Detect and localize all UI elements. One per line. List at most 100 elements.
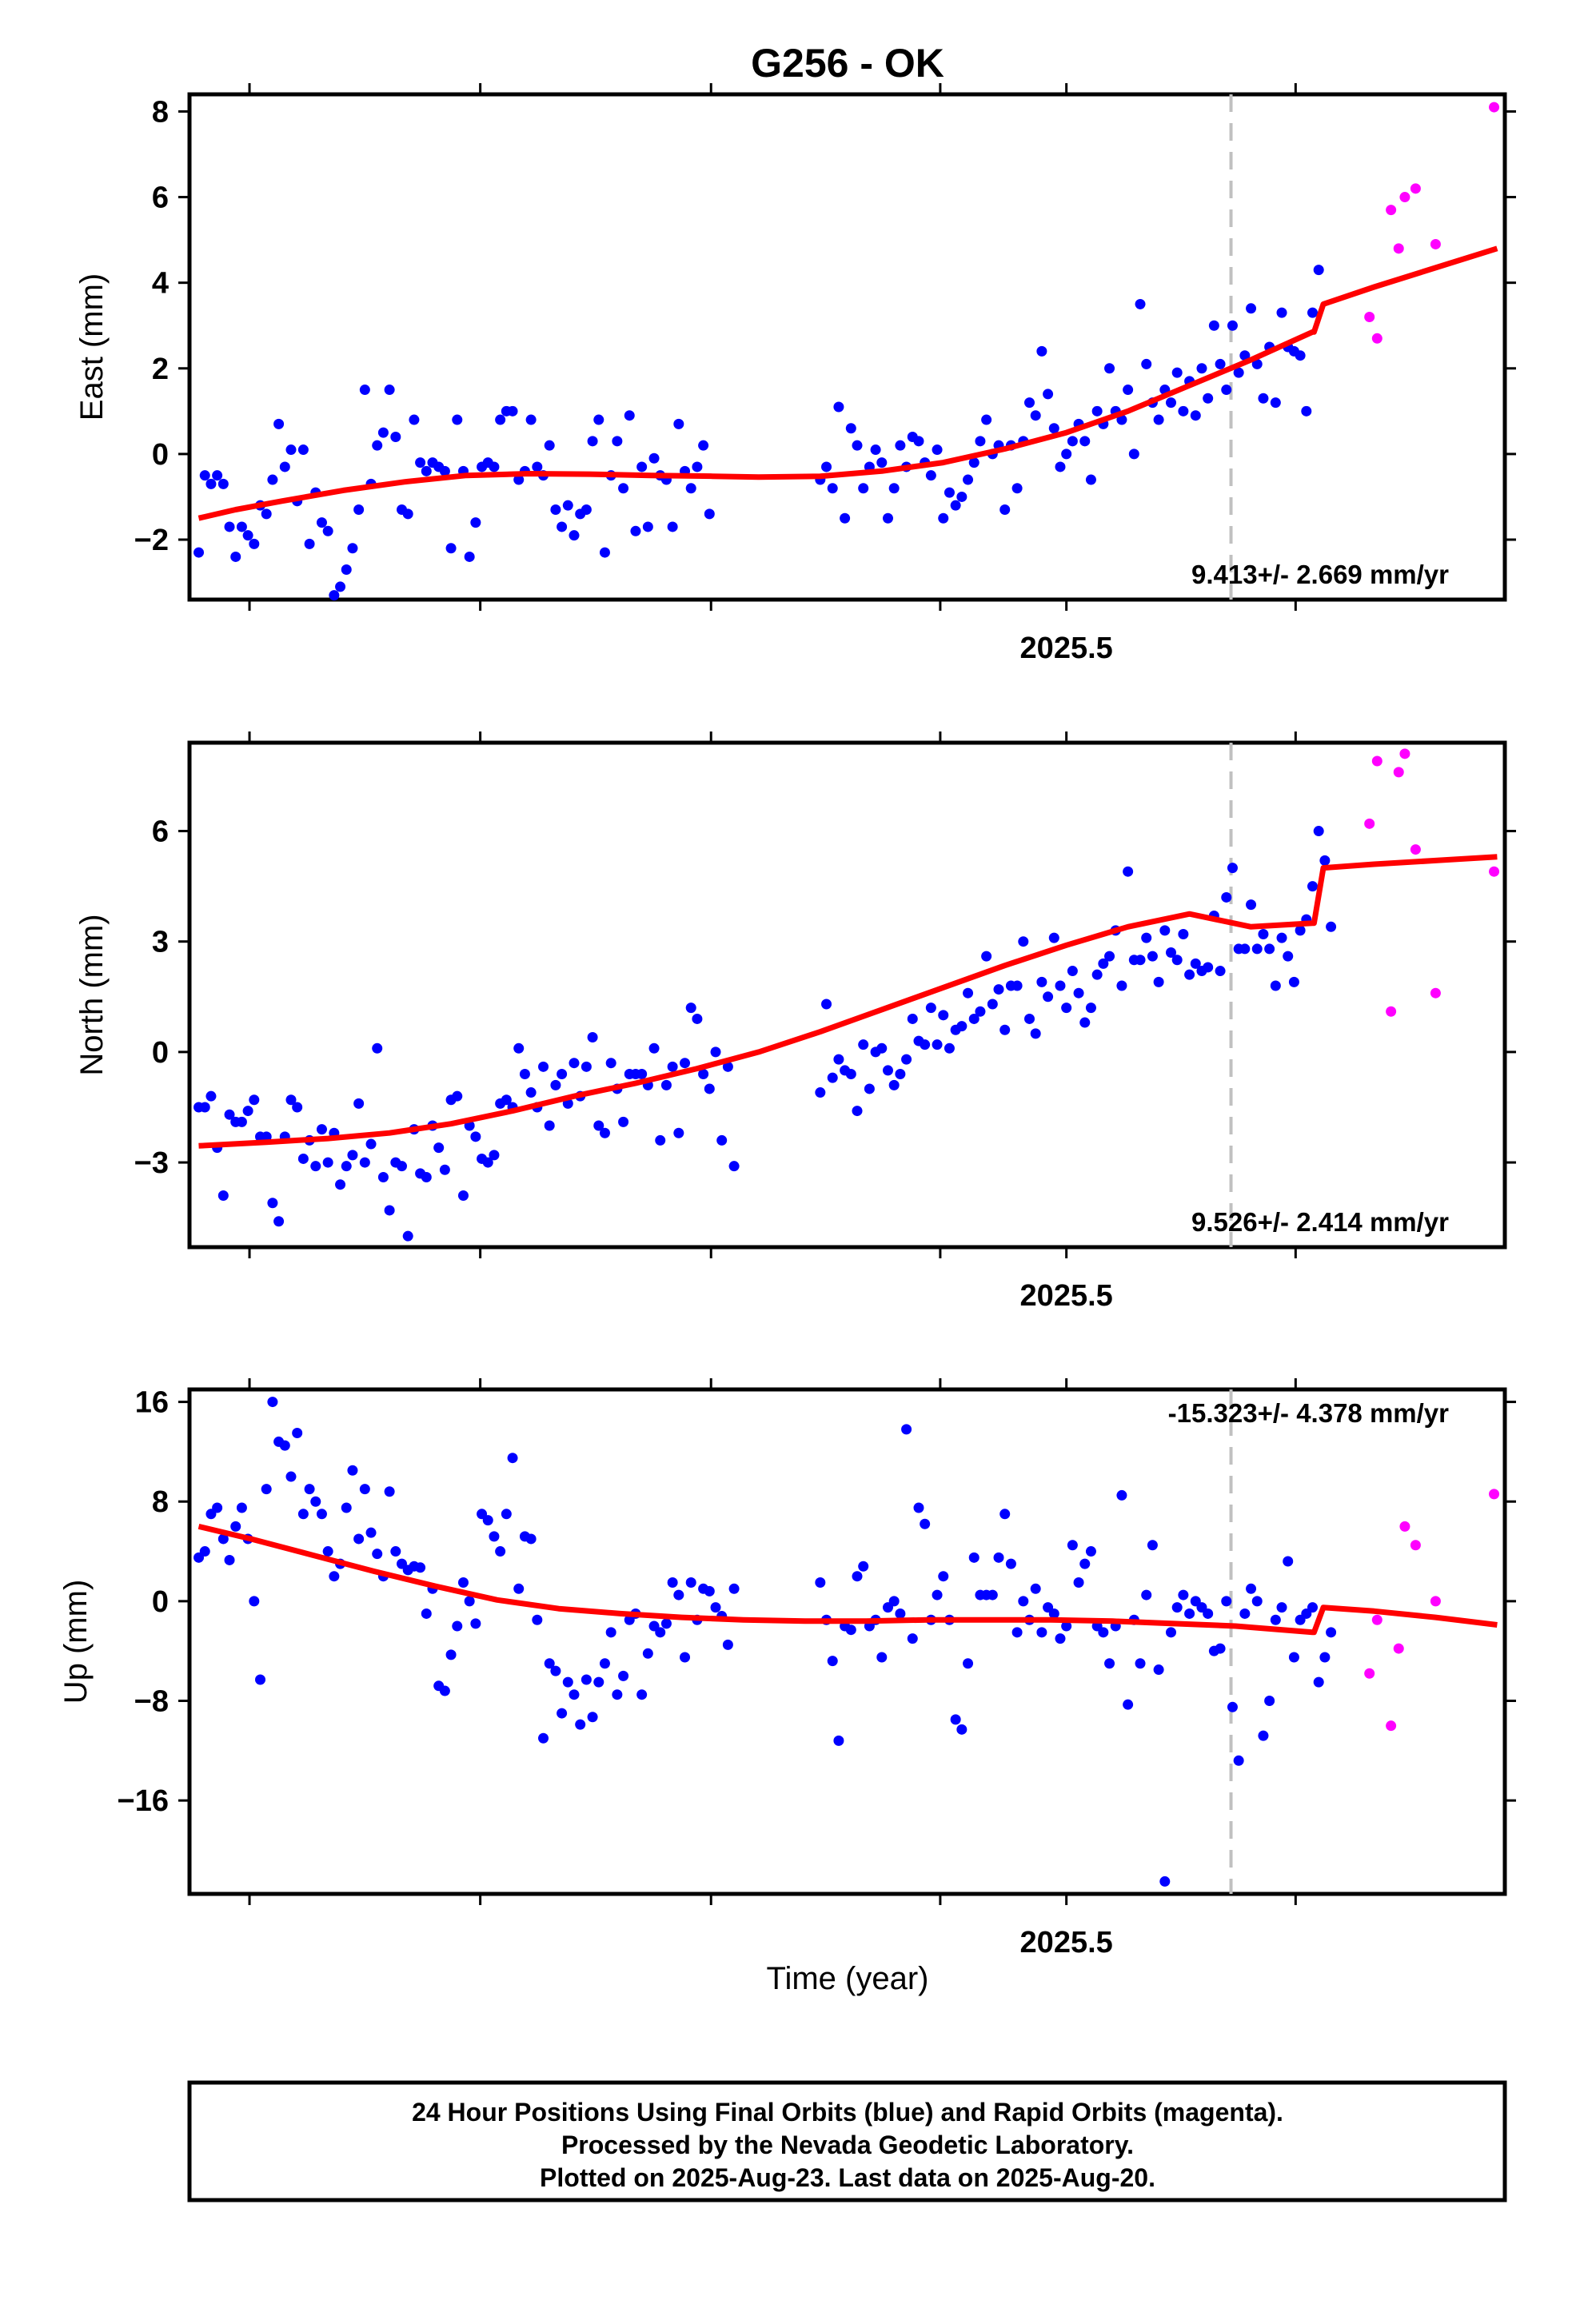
up-final-point [845, 1624, 856, 1636]
north-final-point [236, 1116, 247, 1127]
up-final-point [390, 1546, 401, 1557]
east-final-point [1178, 405, 1189, 417]
north-final-point [365, 1138, 377, 1150]
north-final-point [1153, 976, 1164, 987]
footer-line-2: Processed by the Nevada Geodetic Laborat… [561, 2131, 1134, 2159]
east-final-point [359, 385, 370, 396]
up-final-point [704, 1585, 715, 1597]
east-final-point [1030, 410, 1041, 421]
up-final-point [833, 1735, 844, 1746]
east-final-point [304, 538, 315, 549]
up-final-point [1326, 1627, 1337, 1638]
east-rapid-point [1410, 183, 1421, 194]
up-final-point [1005, 1558, 1016, 1569]
up-final-point [217, 1533, 229, 1545]
east-final-point [636, 461, 648, 472]
east-final-point [1141, 358, 1152, 369]
east-final-point [249, 538, 260, 549]
up-final-point [341, 1502, 352, 1513]
up-final-point [1239, 1608, 1251, 1619]
north-final-point [249, 1094, 260, 1106]
east-final-point [1307, 307, 1319, 318]
north-final-point [1313, 826, 1324, 837]
north-final-point [457, 1190, 469, 1202]
east-final-point [1153, 414, 1164, 425]
footer-box [187, 2080, 1507, 2202]
up-final-point [1178, 1589, 1189, 1600]
north-final-point [525, 1087, 537, 1098]
east-final-point [1171, 367, 1183, 378]
east-final-point [938, 512, 949, 524]
east-final-point [845, 423, 856, 434]
north-final-point [1171, 955, 1183, 966]
east-final-point [335, 581, 346, 592]
east-final-point [205, 478, 217, 489]
up-final-point [279, 1440, 290, 1451]
east-ytick-label: 6 [152, 181, 169, 215]
east-final-point [390, 431, 401, 442]
north-final-point [550, 1079, 561, 1090]
east-ytick-label: −2 [134, 524, 169, 557]
north-final-point [1023, 1013, 1035, 1024]
east-final-point [587, 436, 598, 447]
up-final-point [1319, 1652, 1331, 1663]
east-final-point [1123, 385, 1134, 396]
east-final-point [212, 470, 223, 481]
north-final-point [660, 1079, 672, 1090]
up-final-point [938, 1571, 949, 1582]
up-final-point [415, 1562, 426, 1573]
north-final-point [1283, 951, 1294, 962]
east-rapid-point [1430, 238, 1441, 249]
east-final-point [1067, 436, 1078, 447]
east-final-point [1251, 358, 1263, 369]
east-final-point [685, 483, 696, 494]
north-final-point [680, 1058, 691, 1069]
east-final-point [1036, 345, 1047, 357]
east-final-point [852, 440, 863, 451]
north-final-point [341, 1161, 352, 1172]
east-final-point [612, 436, 623, 447]
east-final-point [999, 504, 1011, 516]
up-final-point [1098, 1627, 1109, 1638]
north-final-point [1239, 943, 1251, 955]
up-final-point [1079, 1558, 1091, 1569]
north-final-point [1276, 932, 1287, 943]
up-final-point [372, 1549, 383, 1560]
east-final-point [944, 487, 955, 498]
north-final-point [470, 1131, 481, 1142]
east-final-point [445, 543, 457, 554]
up-final-point [655, 1627, 666, 1638]
east-final-point [1196, 363, 1207, 374]
up-final-point [384, 1486, 395, 1497]
north-final-point [310, 1161, 321, 1172]
east-final-point [956, 491, 968, 502]
up-final-point [1153, 1664, 1164, 1676]
up-final-point [963, 1658, 974, 1669]
up-final-point [587, 1712, 598, 1723]
north-final-point [1307, 881, 1319, 892]
up-final-point [993, 1552, 1004, 1563]
up-final-point [1055, 1633, 1066, 1644]
east-final-point [279, 461, 290, 472]
north-final-point [999, 1024, 1011, 1035]
east-final-point [1239, 350, 1251, 361]
north-final-point [402, 1230, 413, 1242]
east-final-point [704, 508, 715, 520]
up-final-point [876, 1652, 888, 1663]
up-final-point [852, 1571, 863, 1582]
up-final-point [950, 1714, 961, 1725]
east-final-point [261, 508, 272, 520]
east-final-point [507, 405, 518, 417]
east-final-point [1215, 358, 1226, 369]
up-final-point [569, 1689, 580, 1700]
up-final-point [667, 1577, 678, 1588]
east-final-point [1048, 423, 1059, 434]
east-final-point [421, 465, 432, 476]
east-final-point [642, 521, 653, 532]
east-final-point [1203, 393, 1214, 404]
east-final-point [593, 414, 604, 425]
east-ytick-label: 4 [152, 267, 169, 301]
east-final-point [950, 500, 961, 511]
up-ytick-label: −16 [118, 1784, 169, 1818]
